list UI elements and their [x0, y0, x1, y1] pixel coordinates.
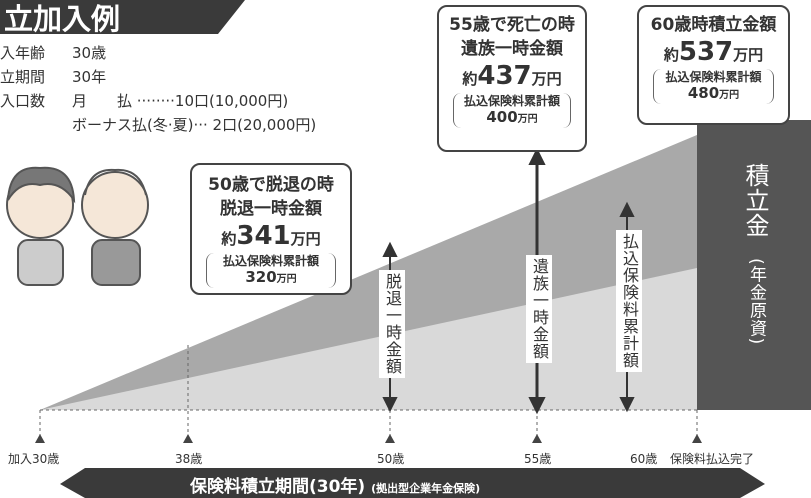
sub-label: 払込保険料累計額 — [463, 94, 560, 108]
cond-label: 入口数 — [0, 92, 46, 110]
title-banner — [0, 0, 245, 34]
age-label: 38歳 — [175, 452, 203, 466]
callout-line: 脱退一時金額 — [220, 199, 322, 219]
callout-55: 55歳で死亡の時 遺族一時金額 約437万円 払込保険料累計額 400万円 — [437, 5, 587, 152]
sub-unit: 万円 — [517, 114, 538, 125]
prefix: 約 — [663, 46, 679, 64]
cond-value: 30歳 — [72, 44, 107, 62]
fund-block — [697, 120, 811, 410]
unit: 万円 — [290, 230, 321, 248]
sub: 払込保険料累計額 320万円 — [206, 253, 336, 288]
amount: 437 — [477, 61, 532, 91]
callout-line: 50歳で脱退の時 — [208, 175, 334, 195]
fund-label: 積立金 — [741, 163, 769, 238]
gap-area — [40, 135, 697, 410]
sub-amount: 400 — [486, 108, 518, 126]
callout-50: 50歳で脱退の時 脱退一時金額 約341万円 払込保険料累計額 320万円 — [190, 163, 352, 295]
cond-value: 30年 — [72, 68, 107, 86]
callout-line: 遺族一時金額 — [461, 39, 563, 59]
age-label: 60歳 — [630, 452, 658, 466]
period-note: (拠出型企業年金保険) — [371, 482, 481, 495]
title: 立加入例 — [4, 2, 121, 36]
age-label: 50歳 — [377, 452, 405, 466]
vertical-label: 脱退一時金額 — [379, 270, 405, 378]
prefix: 約 — [221, 230, 237, 248]
prefix: 約 — [462, 70, 478, 88]
cond-label: 立期間 — [0, 68, 46, 86]
unit: 万円 — [733, 46, 764, 64]
sub-amount: 320 — [245, 268, 277, 286]
fund-sub-label: (年金原資) — [746, 258, 766, 346]
callout-60: 60歳時積立金額 約537万円 払込保険料累計額 480万円 — [637, 5, 790, 125]
sub-label: 払込保険料累計額 — [222, 254, 319, 268]
sub-unit: 万円 — [276, 274, 297, 285]
vertical-label: 払込保険料累計額 — [616, 230, 642, 372]
vertical-label: 遺族一時金額 — [526, 255, 552, 363]
period-label: 保険料積立期間(30年) (拠出型企業年金保険) — [190, 472, 480, 497]
tick-markers — [35, 434, 702, 443]
amount: 537 — [678, 37, 734, 67]
sub-unit: 万円 — [719, 90, 740, 101]
cond-value: 月 払 ········10口(10,000円) — [72, 92, 289, 110]
sub: 払込保険料累計額 480万円 — [653, 69, 774, 104]
callout-line: 55歳で死亡の時 — [449, 15, 575, 35]
period-title: 保険料積立期間(30年) — [190, 477, 366, 497]
unit: 万円 — [531, 70, 562, 88]
amount: 341 — [236, 221, 291, 251]
sub-amount: 480 — [687, 84, 720, 102]
sub-label: 払込保険料累計額 — [665, 70, 762, 84]
cond-label: 入年齢 — [0, 44, 46, 62]
callout-line: 60歳時積立金額 — [650, 15, 777, 35]
age-label: 保険料払込完了 — [670, 452, 755, 466]
sub: 払込保険料累計額 400万円 — [453, 93, 571, 128]
period-arrow — [60, 468, 765, 498]
people-illustration — [6, 166, 149, 286]
age-label: 55歳 — [524, 452, 552, 466]
cond-value: ボーナス払(冬·夏)··· 2口(20,000円) — [72, 116, 317, 134]
age-label: 加入30歳 — [8, 452, 60, 466]
